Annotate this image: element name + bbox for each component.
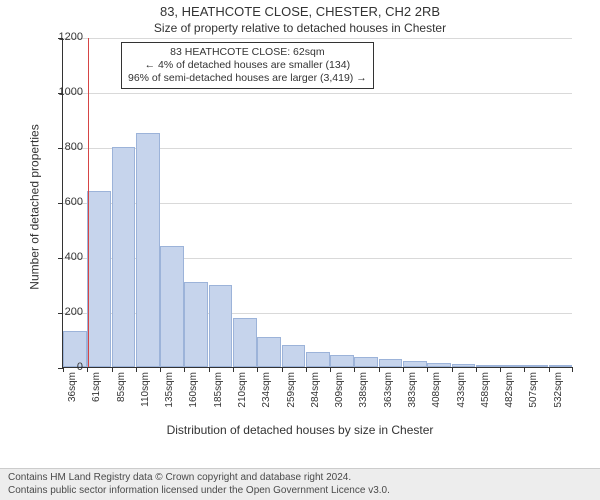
- plot-area: 36sqm61sqm85sqm110sqm135sqm160sqm185sqm2…: [62, 38, 572, 368]
- histogram-bar: [136, 133, 160, 367]
- histogram-bar: [452, 364, 476, 367]
- x-tick-label: 234sqm: [261, 372, 272, 422]
- x-tick-label: 160sqm: [188, 372, 199, 422]
- x-tick-mark: [403, 367, 404, 372]
- y-axis-label: Number of detached properties: [28, 124, 42, 289]
- histogram-bar: [257, 337, 281, 367]
- x-tick-mark: [306, 367, 307, 372]
- gridline: [63, 38, 572, 39]
- histogram-bar: [524, 365, 548, 367]
- histogram-bar: [330, 355, 354, 367]
- x-axis-label: Distribution of detached houses by size …: [0, 423, 600, 437]
- x-tick-label: 408sqm: [431, 372, 442, 422]
- y-tick-label: 1200: [49, 31, 83, 43]
- x-tick-label: 36sqm: [67, 372, 78, 422]
- x-tick-mark: [233, 367, 234, 372]
- x-tick-mark: [112, 367, 113, 372]
- x-tick-mark: [160, 367, 161, 372]
- annotation-line: ← 4% of detached houses are smaller (134…: [128, 59, 367, 72]
- x-tick-label: 532sqm: [553, 372, 564, 422]
- annotation-box: 83 HEATHCOTE CLOSE: 62sqm← 4% of detache…: [121, 42, 374, 89]
- x-tick-label: 363sqm: [383, 372, 394, 422]
- x-tick-label: 309sqm: [334, 372, 345, 422]
- x-tick-label: 507sqm: [528, 372, 539, 422]
- x-tick-mark: [500, 367, 501, 372]
- y-tick-label: 600: [49, 196, 83, 208]
- histogram-bar: [403, 361, 427, 367]
- histogram-bar: [112, 147, 136, 367]
- x-tick-mark: [257, 367, 258, 372]
- x-tick-label: 185sqm: [213, 372, 224, 422]
- histogram-bar: [209, 285, 233, 368]
- histogram-bar: [233, 318, 257, 368]
- x-tick-label: 210sqm: [237, 372, 248, 422]
- x-tick-mark: [524, 367, 525, 372]
- histogram-bar: [282, 345, 306, 367]
- x-tick-label: 433sqm: [456, 372, 467, 422]
- x-tick-mark: [452, 367, 453, 372]
- histogram-bar: [549, 365, 573, 367]
- x-tick-mark: [427, 367, 428, 372]
- x-tick-mark: [209, 367, 210, 372]
- x-tick-mark: [282, 367, 283, 372]
- annotation-line: 96% of semi-detached houses are larger (…: [128, 72, 367, 85]
- y-tick-label: 200: [49, 306, 83, 318]
- x-tick-label: 458sqm: [480, 372, 491, 422]
- histogram-bar: [379, 359, 403, 367]
- x-tick-label: 85sqm: [116, 372, 127, 422]
- histogram-bar: [500, 365, 524, 367]
- x-tick-mark: [136, 367, 137, 372]
- x-tick-label: 482sqm: [504, 372, 515, 422]
- x-tick-label: 383sqm: [407, 372, 418, 422]
- x-tick-label: 110sqm: [140, 372, 151, 422]
- x-tick-mark: [549, 367, 550, 372]
- histogram-bar: [87, 191, 111, 367]
- x-tick-mark: [330, 367, 331, 372]
- histogram-bar: [476, 365, 500, 367]
- histogram-bar: [354, 357, 378, 367]
- x-tick-mark: [379, 367, 380, 372]
- histogram-bar: [160, 246, 184, 367]
- x-tick-mark: [184, 367, 185, 372]
- chart-title-main: 83, HEATHCOTE CLOSE, CHESTER, CH2 2RB: [0, 0, 600, 19]
- y-tick-label: 400: [49, 251, 83, 263]
- x-tick-label: 284sqm: [310, 372, 321, 422]
- x-tick-label: 135sqm: [164, 372, 175, 422]
- gridline: [63, 93, 572, 94]
- x-tick-label: 61sqm: [91, 372, 102, 422]
- histogram-bar: [427, 363, 451, 367]
- x-tick-label: 259sqm: [286, 372, 297, 422]
- chart-title-sub: Size of property relative to detached ho…: [0, 19, 600, 35]
- y-tick-label: 800: [49, 141, 83, 153]
- footer-line-1: Contains HM Land Registry data © Crown c…: [8, 472, 592, 485]
- histogram-bar: [184, 282, 208, 367]
- y-tick-label: 0: [49, 361, 83, 373]
- footer-attribution: Contains HM Land Registry data © Crown c…: [0, 468, 600, 500]
- footer-line-2: Contains public sector information licen…: [8, 485, 592, 498]
- y-tick-label: 1000: [49, 86, 83, 98]
- x-tick-mark: [354, 367, 355, 372]
- reference-line: [88, 38, 89, 367]
- histogram-bar: [306, 352, 330, 367]
- x-tick-label: 338sqm: [358, 372, 369, 422]
- annotation-line: 83 HEATHCOTE CLOSE: 62sqm: [128, 46, 367, 59]
- x-tick-mark: [572, 367, 573, 372]
- x-tick-mark: [87, 367, 88, 372]
- chart-container: 83, HEATHCOTE CLOSE, CHESTER, CH2 2RB Si…: [0, 0, 600, 460]
- x-tick-mark: [476, 367, 477, 372]
